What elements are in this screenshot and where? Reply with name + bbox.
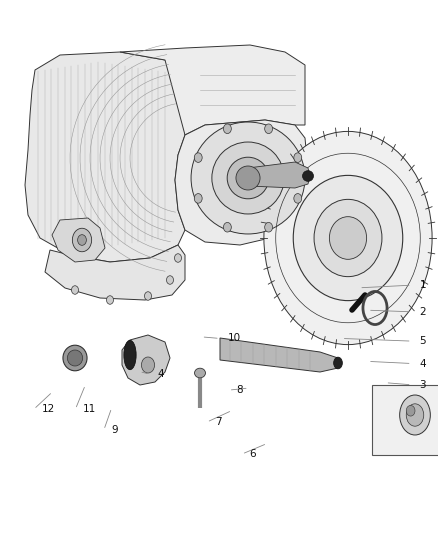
Text: 11: 11 (83, 405, 96, 414)
Circle shape (78, 235, 86, 245)
Polygon shape (52, 218, 105, 262)
Circle shape (145, 292, 152, 300)
Text: 10: 10 (228, 334, 241, 343)
Circle shape (194, 193, 202, 203)
Ellipse shape (406, 404, 424, 426)
Ellipse shape (212, 142, 284, 214)
Circle shape (223, 222, 231, 232)
Text: 2: 2 (420, 307, 426, 317)
Text: 5: 5 (420, 336, 426, 346)
Text: 3: 3 (420, 380, 426, 390)
Circle shape (72, 228, 92, 252)
Circle shape (223, 124, 231, 134)
Circle shape (141, 357, 155, 373)
Text: 4: 4 (158, 369, 164, 379)
Ellipse shape (191, 122, 305, 234)
Circle shape (71, 286, 78, 294)
Ellipse shape (399, 395, 430, 435)
Circle shape (194, 153, 202, 163)
Polygon shape (122, 335, 170, 385)
Text: 9: 9 (112, 425, 118, 435)
Text: 8: 8 (237, 385, 243, 395)
Bar (372, 385, 438, 455)
Circle shape (294, 153, 302, 163)
Polygon shape (175, 120, 308, 245)
Ellipse shape (236, 166, 260, 190)
Polygon shape (120, 45, 305, 135)
Polygon shape (248, 162, 310, 188)
Ellipse shape (334, 357, 343, 369)
Circle shape (174, 254, 181, 262)
Ellipse shape (67, 350, 83, 366)
Text: 4: 4 (420, 359, 426, 368)
Polygon shape (45, 245, 185, 300)
Text: 1: 1 (420, 280, 426, 290)
Polygon shape (25, 52, 192, 262)
Ellipse shape (124, 341, 136, 370)
Ellipse shape (264, 132, 432, 345)
Circle shape (106, 296, 113, 304)
Ellipse shape (63, 345, 87, 371)
Ellipse shape (303, 171, 314, 181)
Ellipse shape (227, 157, 269, 199)
Ellipse shape (329, 217, 367, 260)
Circle shape (265, 124, 272, 134)
Ellipse shape (194, 368, 205, 378)
Circle shape (166, 276, 173, 284)
Polygon shape (220, 338, 338, 372)
Text: 6: 6 (250, 449, 256, 459)
Ellipse shape (314, 199, 382, 277)
Text: 7: 7 (215, 417, 221, 427)
Ellipse shape (293, 175, 403, 301)
Circle shape (406, 406, 415, 416)
Text: 12: 12 (42, 405, 55, 414)
Circle shape (294, 193, 302, 203)
Circle shape (265, 222, 272, 232)
